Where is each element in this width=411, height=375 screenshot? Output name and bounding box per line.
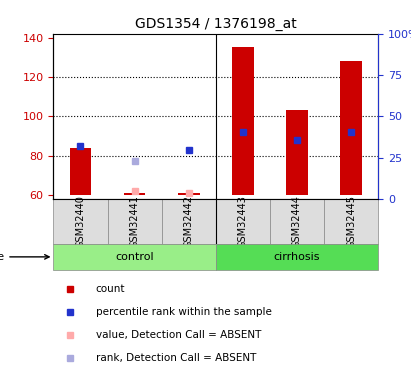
Text: cirrhosis: cirrhosis [274, 252, 320, 262]
Bar [232, 48, 254, 195]
Text: control: control [115, 252, 154, 262]
Bar [178, 193, 200, 195]
Bar [324, 199, 378, 244]
Bar [53, 244, 216, 270]
Text: GSM32444: GSM32444 [292, 195, 302, 248]
Text: count: count [96, 284, 125, 294]
Text: GSM32443: GSM32443 [238, 195, 248, 248]
Text: value, Detection Call = ABSENT: value, Detection Call = ABSENT [96, 330, 261, 340]
Title: GDS1354 / 1376198_at: GDS1354 / 1376198_at [135, 17, 297, 32]
Text: GSM32442: GSM32442 [184, 195, 194, 248]
Bar [124, 193, 145, 195]
Text: rank, Detection Call = ABSENT: rank, Detection Call = ABSENT [96, 353, 256, 363]
Bar [69, 148, 91, 195]
Bar [286, 110, 308, 195]
Bar [270, 199, 324, 244]
Text: GSM32441: GSM32441 [129, 195, 140, 248]
Text: percentile rank within the sample: percentile rank within the sample [96, 307, 272, 317]
Text: disease state: disease state [0, 252, 49, 262]
Bar [216, 244, 378, 270]
Bar [53, 199, 108, 244]
Bar [216, 199, 270, 244]
Bar [162, 199, 216, 244]
Text: GSM32445: GSM32445 [346, 195, 356, 248]
Bar [108, 199, 162, 244]
Bar [340, 61, 362, 195]
Text: GSM32440: GSM32440 [76, 195, 85, 248]
